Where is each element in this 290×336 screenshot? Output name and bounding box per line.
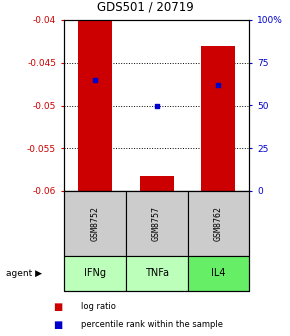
Text: ■: ■: [53, 320, 63, 330]
Text: GSM8762: GSM8762: [214, 206, 223, 241]
Text: GSM8757: GSM8757: [152, 206, 161, 241]
Text: GDS501 / 20719: GDS501 / 20719: [97, 0, 193, 13]
Text: log ratio: log ratio: [81, 302, 116, 311]
Bar: [139, 176, 174, 191]
Point: [93, 77, 97, 83]
Text: TNFa: TNFa: [145, 268, 168, 279]
Text: percentile rank within the sample: percentile rank within the sample: [81, 320, 223, 329]
Point: [216, 82, 221, 88]
Text: IFNg: IFNg: [84, 268, 106, 279]
Text: agent ▶: agent ▶: [6, 269, 42, 278]
Bar: [78, 20, 112, 191]
Point: [154, 103, 159, 108]
Text: ■: ■: [53, 302, 63, 312]
Text: IL4: IL4: [211, 268, 226, 279]
Text: GSM8752: GSM8752: [90, 206, 99, 241]
Bar: [202, 46, 235, 191]
